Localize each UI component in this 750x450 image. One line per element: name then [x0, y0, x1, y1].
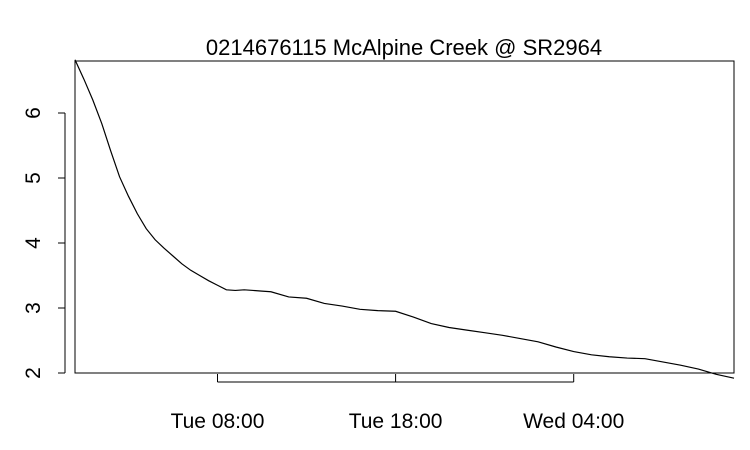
plot-area-box [74, 60, 735, 374]
x-tick-label: Tue 08:00 [171, 410, 265, 433]
y-axis-ticks: 2 3 4 5 6 [22, 107, 65, 379]
discharge-series-line [74, 59, 735, 379]
y-tick-label: 3 [22, 302, 45, 314]
y-tick-label: 5 [22, 172, 45, 184]
x-tick-label: Wed 04:00 [523, 410, 624, 433]
chart-title: 0214676115 McAlpine Creek @ SR2964 [206, 35, 602, 60]
x-tick-label: Tue 18:00 [349, 410, 443, 433]
x-axis-ticks: Tue 08:00 Tue 18:00 Wed 04:00 [171, 374, 624, 433]
y-tick-label: 6 [22, 107, 45, 119]
y-tick-label: 4 [22, 237, 45, 249]
y-tick-label: 2 [22, 367, 45, 379]
